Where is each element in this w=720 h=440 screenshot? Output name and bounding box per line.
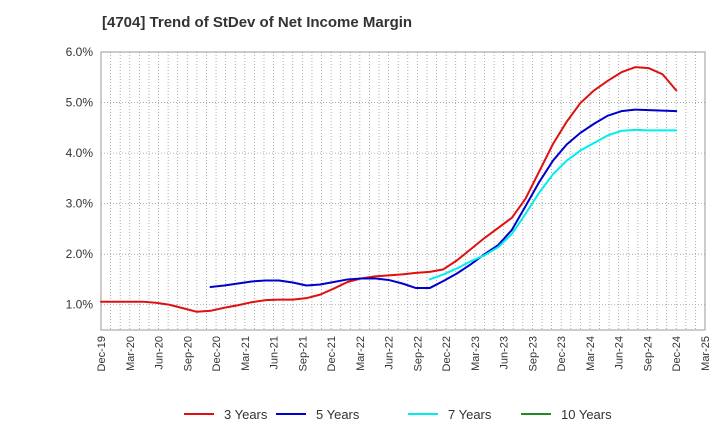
x-tick-label: Jun-21 (269, 336, 281, 370)
y-tick-label: 2.0% (66, 247, 94, 261)
x-tick-label: Dec-22 (441, 336, 453, 371)
legend-label-5-years: 5 Years (316, 407, 360, 422)
y-tick-label: 5.0% (66, 96, 94, 110)
x-tick-label: Sep-23 (527, 336, 539, 371)
legend: 3 Years 5 Years 7 Years 10 Years (184, 407, 612, 422)
gridlines (101, 51, 705, 330)
y-tick-label: 4.0% (66, 146, 94, 160)
series-line-5-years (209, 108, 678, 290)
x-tick-label: Dec-24 (671, 336, 683, 371)
y-tick-label: 6.0% (66, 45, 94, 59)
x-tick-label: Dec-23 (556, 336, 568, 371)
plot-background (101, 52, 705, 330)
x-tick-label: Mar-20 (125, 336, 137, 371)
x-tick-label: Sep-21 (297, 336, 309, 371)
x-tick-label: Mar-24 (585, 336, 597, 371)
legend-label-10-years: 10 Years (561, 407, 612, 422)
x-tick-label: Mar-25 (700, 336, 712, 371)
x-tick-label: Sep-24 (642, 336, 654, 371)
x-tick-label: Dec-21 (326, 336, 338, 371)
axes: 1.0% 2.0% 3.0% 4.0% 5.0% 6.0% Dec-19 Mar-20 Jun-… (66, 45, 712, 371)
legend-label-3-years: 3 Years (224, 407, 268, 422)
series-layer (100, 66, 678, 313)
legend-label-7-years: 7 Years (448, 407, 492, 422)
x-tick-label: Jun-23 (499, 336, 511, 370)
x-tick-label: Jun-22 (384, 336, 396, 370)
y-tick-label: 1.0% (66, 298, 94, 312)
x-tick-label: Dec-20 (211, 336, 223, 371)
x-tick-label: Jun-24 (614, 336, 626, 370)
x-tick-label: Sep-22 (412, 336, 424, 371)
chart-title: [4704] Trend of StDev of Net Income Marg… (102, 14, 413, 31)
x-tick-label: Mar-23 (470, 336, 482, 371)
plot-border (100, 51, 706, 331)
x-tick-label: Mar-21 (240, 336, 252, 371)
x-tick-label: Jun-20 (154, 336, 166, 370)
x-tick-label: Dec-19 (96, 336, 108, 371)
x-tick-label: Sep-20 (182, 336, 194, 371)
x-tick-label: Mar-22 (355, 336, 367, 371)
plot-area (101, 52, 705, 330)
series-line-3-years (100, 66, 678, 313)
y-tick-label: 3.0% (66, 197, 94, 211)
series-line-7-years (428, 128, 678, 281)
